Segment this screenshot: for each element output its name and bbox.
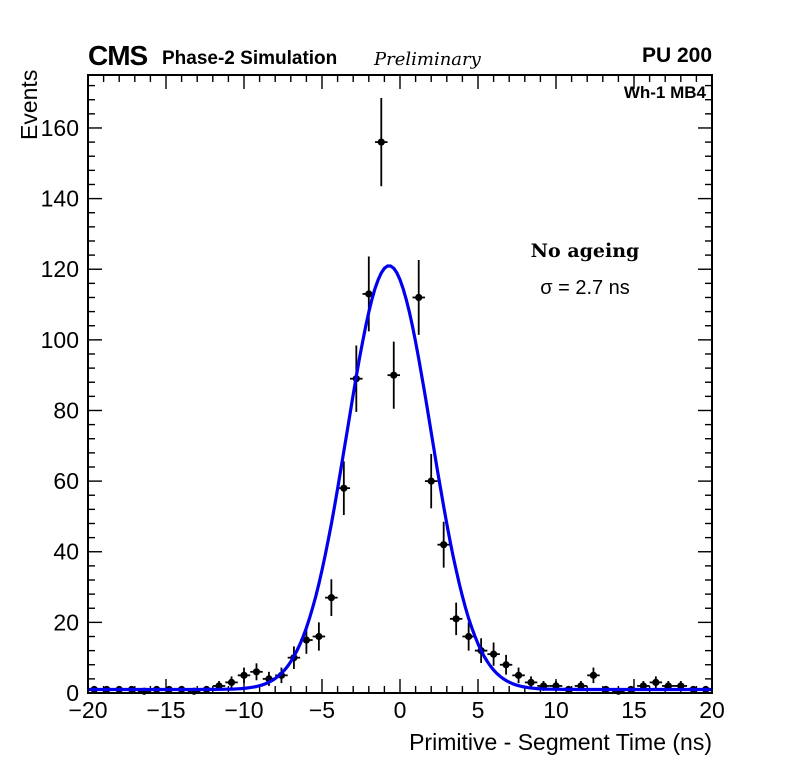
y-tick-label: 80 xyxy=(53,397,79,423)
x-tick-label: −20 xyxy=(68,697,107,723)
x-tick-label: 20 xyxy=(699,697,725,723)
data-point-marker xyxy=(577,682,585,690)
data-point-marker xyxy=(527,678,535,687)
data-point-marker xyxy=(639,682,647,690)
simulation-subtitle: Phase-2 Simulation xyxy=(162,48,338,69)
data-point-marker xyxy=(452,615,460,623)
y-tick-label: 120 xyxy=(41,256,79,282)
data-point-marker xyxy=(240,671,248,679)
data-point-marker xyxy=(427,477,435,485)
plot-frame xyxy=(87,74,713,694)
preliminary-label: Preliminary xyxy=(374,49,481,70)
y-tick-label: 140 xyxy=(41,186,79,212)
data-point-marker xyxy=(315,632,323,641)
x-tick-label: −15 xyxy=(146,697,185,723)
data-point-marker xyxy=(327,594,335,602)
y-tick-label: 0 xyxy=(66,680,79,706)
x-tick-label: 0 xyxy=(394,697,407,723)
data-point-marker xyxy=(664,682,672,690)
data-point-marker xyxy=(252,668,261,676)
gaussian-fit-curve xyxy=(88,264,712,692)
y-tick-label: 160 xyxy=(41,115,79,141)
y-tick-label: 60 xyxy=(53,468,79,494)
y-tick-label: 40 xyxy=(53,539,79,565)
data-point-marker xyxy=(302,636,310,644)
data-point-marker xyxy=(490,650,498,658)
x-axis-title: Primitive - Segment Time (ns) xyxy=(409,729,712,755)
x-tick-label: −10 xyxy=(224,697,263,723)
cms-logo-text: CMS xyxy=(88,40,148,71)
x-tick-label: 10 xyxy=(543,697,569,723)
data-point-marker xyxy=(415,293,423,302)
x-tick-label: 5 xyxy=(472,697,485,723)
x-tick-label: −5 xyxy=(309,697,335,723)
data-point-marker xyxy=(227,678,236,687)
data-point-marker xyxy=(440,541,448,549)
data-point-marker xyxy=(502,661,510,669)
data-point-marker xyxy=(652,678,660,687)
pileup-label: PU 200 xyxy=(641,44,712,67)
data-point-marker xyxy=(465,632,473,641)
data-point-marker xyxy=(377,138,385,146)
ageing-scenario-label: No ageing xyxy=(530,240,640,262)
data-point-marker xyxy=(390,371,398,379)
data-point-marker xyxy=(589,671,598,679)
data-point-marker xyxy=(365,290,373,298)
data-point-marker xyxy=(340,484,348,492)
data-point-marker xyxy=(677,682,685,690)
sigma-value-label: σ = 2.7 ns xyxy=(540,277,630,299)
y-tick-label: 100 xyxy=(41,327,79,353)
x-tick-label: 15 xyxy=(621,697,647,723)
y-tick-label: 20 xyxy=(53,609,79,635)
data-point-marker xyxy=(514,671,523,679)
chamber-label: Wh-1 MB4 xyxy=(623,83,706,102)
